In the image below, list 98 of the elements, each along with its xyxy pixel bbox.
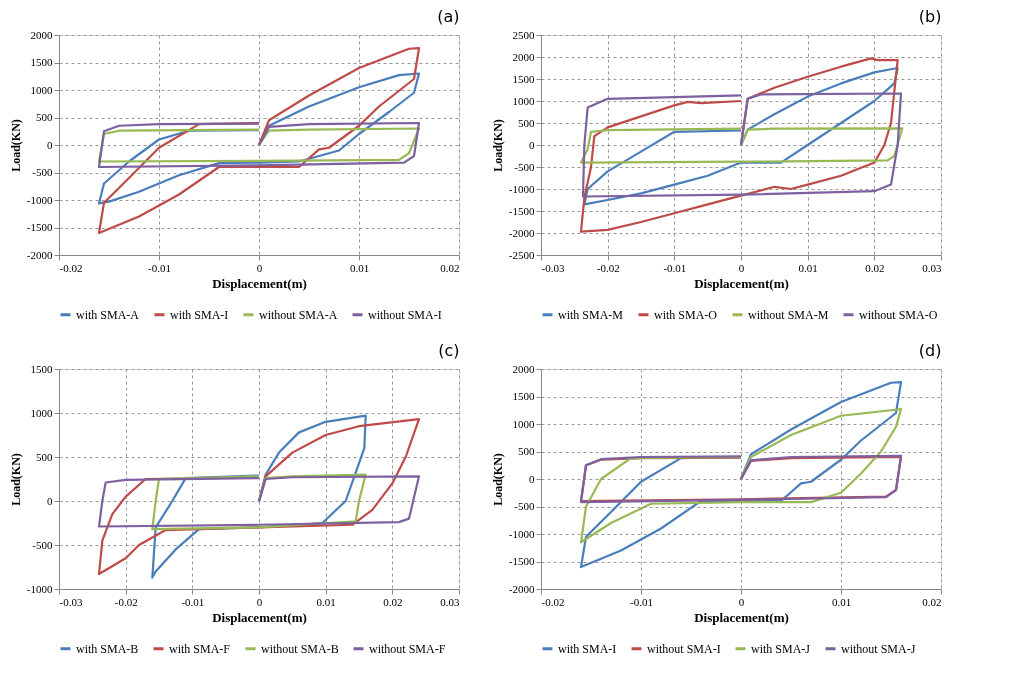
legend-label: without SMA-J xyxy=(841,641,916,656)
y-tick-label: 1000 xyxy=(30,406,53,419)
y-tick-label: 500 xyxy=(36,450,53,463)
y-tick-label: 500 xyxy=(518,116,535,129)
y-tick-label: -500 xyxy=(514,500,535,512)
line-series xyxy=(97,47,421,235)
y-tick-label: 1500 xyxy=(30,362,53,375)
y-tick-label: -1500 xyxy=(26,221,53,233)
legend-label: with SMA-I xyxy=(170,307,229,322)
y-tick-label: 0 xyxy=(47,494,53,507)
y-tick-label: 1000 xyxy=(30,83,53,96)
y-tick-label: 1500 xyxy=(30,56,53,68)
y-tick-label: 2000 xyxy=(30,28,53,41)
y-tick-label: 2500 xyxy=(512,28,535,41)
legend-label: without SMA-M xyxy=(748,307,829,322)
x-tick-label: 0.02 xyxy=(922,595,942,608)
legend-label: with SMA-M xyxy=(558,307,624,322)
legend-label: with SMA-A xyxy=(76,307,140,322)
legend-label: with SMA-F xyxy=(169,641,231,656)
x-tick-label: 0.02 xyxy=(440,261,460,274)
line-series xyxy=(97,72,421,205)
line-series xyxy=(151,473,367,531)
legend-label: without SMA-I xyxy=(368,307,442,322)
y-tick-label: -1500 xyxy=(508,204,535,217)
x-tick-label: -0.02 xyxy=(541,595,565,608)
y-tick-label: -500 xyxy=(32,166,53,178)
x-tick-label: -0.02 xyxy=(114,595,138,608)
y-tick-label: 500 xyxy=(36,111,53,123)
x-tick-label: 0.01 xyxy=(316,595,336,608)
x-tick-label: -0.03 xyxy=(541,261,565,274)
x-tick-label: 0.01 xyxy=(831,595,852,608)
legend-label: with SMA-I xyxy=(558,641,617,656)
legend-label: without SMA-F xyxy=(369,641,446,656)
y-tick-label: 1000 xyxy=(512,94,535,107)
y-tick-label: -1000 xyxy=(26,193,53,206)
x-tick-label: 0.01 xyxy=(349,261,370,274)
x-tick-label: -0.02 xyxy=(596,261,620,274)
line-series xyxy=(97,475,421,528)
x-axis-title: Displacement(m) xyxy=(694,275,789,291)
y-tick-label: 2000 xyxy=(512,50,535,63)
y-tick-label: -1000 xyxy=(26,582,53,595)
y-tick-label: 2000 xyxy=(512,362,535,375)
y-tick-label: -1000 xyxy=(508,527,535,540)
y-tick-label: -1000 xyxy=(508,182,535,195)
legend-label: with SMA-B xyxy=(76,641,139,656)
line-series xyxy=(579,127,904,164)
legend-label: without SMA-O xyxy=(859,307,938,322)
x-tick-label: -0.01 xyxy=(148,261,171,274)
legend-label: without SMA-A xyxy=(259,307,338,322)
y-axis-title: Load(KN) xyxy=(8,119,23,172)
y-tick-label: -500 xyxy=(514,160,535,173)
x-tick-label: 0 xyxy=(256,595,263,608)
y-tick-label: 500 xyxy=(518,445,535,457)
x-axis-title: Displacement(m) xyxy=(212,275,307,291)
line-series xyxy=(579,57,899,233)
legend-label: with SMA-O xyxy=(654,307,718,322)
y-tick-label: -1500 xyxy=(508,555,535,567)
x-tick-label: 0.02 xyxy=(865,261,885,274)
line-series xyxy=(581,92,903,198)
chart-title: (a) xyxy=(437,7,460,26)
y-tick-label: 0 xyxy=(47,138,53,151)
x-tick-label: -0.02 xyxy=(59,261,83,274)
x-tick-label: 0.03 xyxy=(922,261,942,274)
x-tick-label: -0.03 xyxy=(59,595,83,608)
y-tick-label: -2000 xyxy=(26,248,53,261)
chart-title: (d) xyxy=(918,341,942,360)
line-series xyxy=(97,127,421,163)
x-tick-label: 0 xyxy=(256,261,263,274)
legend-label: without SMA-I xyxy=(647,641,721,656)
x-tick-label: -0.01 xyxy=(630,595,653,608)
x-tick-label: 0.03 xyxy=(440,595,460,608)
line-series xyxy=(579,408,903,544)
y-axis-title: Load(KN) xyxy=(490,453,505,506)
x-tick-label: -0.01 xyxy=(181,595,205,608)
chart-title: (b) xyxy=(918,7,942,26)
y-tick-label: 1000 xyxy=(512,417,535,430)
y-tick-label: 0 xyxy=(529,472,535,485)
x-tick-label: 0.01 xyxy=(798,261,818,274)
x-axis-title: Displacement(m) xyxy=(212,609,307,625)
legend-label: without SMA-B xyxy=(261,641,339,656)
line-series xyxy=(583,66,899,206)
y-tick-label: -2000 xyxy=(508,226,535,239)
x-tick-label: 0 xyxy=(738,261,745,274)
legend-label: with SMA-J xyxy=(751,641,811,656)
y-tick-label: 0 xyxy=(529,138,535,151)
x-axis-title: Displacement(m) xyxy=(694,609,789,625)
y-tick-label: -2000 xyxy=(508,582,535,595)
y-axis-title: Load(KN) xyxy=(8,453,23,506)
y-axis-title: Load(KN) xyxy=(490,119,505,172)
chart-title: (c) xyxy=(438,341,460,360)
y-tick-label: 1500 xyxy=(512,390,535,402)
x-tick-label: 0 xyxy=(738,595,745,608)
x-tick-label: 0.02 xyxy=(383,595,403,608)
x-tick-label: -0.01 xyxy=(663,261,687,274)
y-tick-label: -500 xyxy=(32,538,53,551)
line-series xyxy=(97,121,421,169)
y-tick-label: 1500 xyxy=(512,72,535,85)
y-tick-label: -2500 xyxy=(508,248,535,261)
